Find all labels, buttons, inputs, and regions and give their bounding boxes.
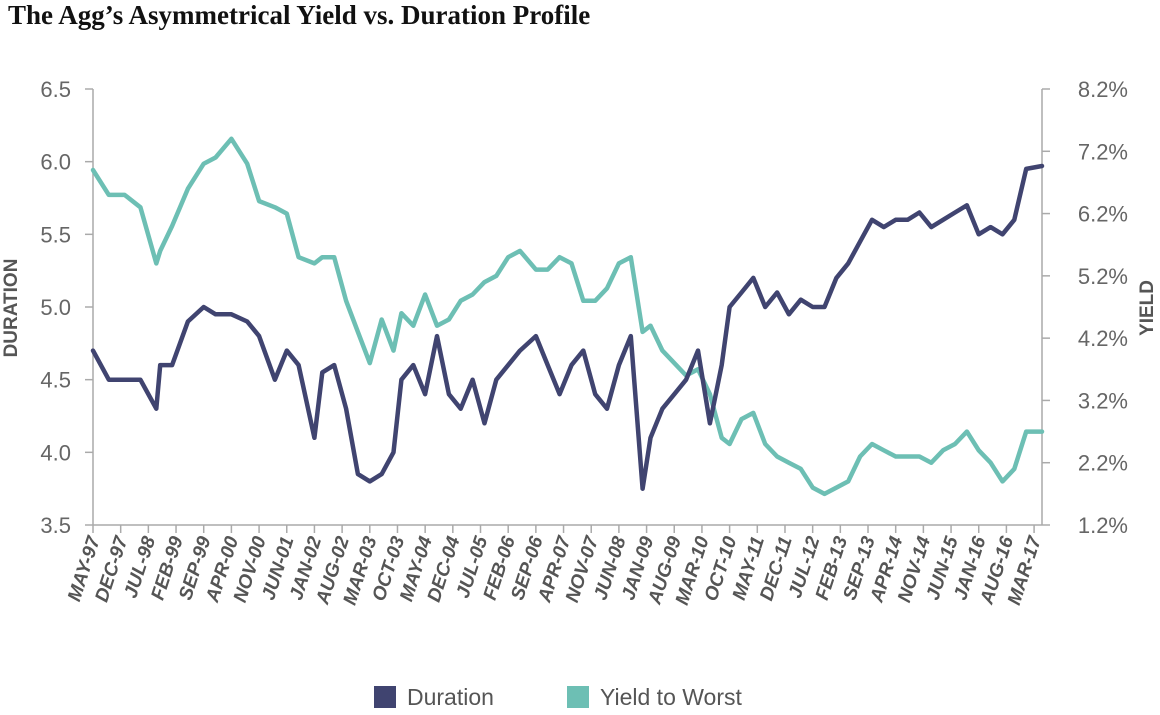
left-axis-title: DURATION (1, 259, 22, 358)
right-tick-label: 8.2% (1078, 77, 1128, 102)
right-axis-title: YIELD (1137, 280, 1158, 336)
right-tick-label: 2.2% (1078, 451, 1128, 476)
duration-line (90, 163, 1045, 491)
right-tick-label: 5.2% (1078, 264, 1128, 289)
left-tick-label: 3.5 (40, 513, 71, 538)
legend-label-yield: Yield to Worst (600, 684, 742, 710)
yield-to-worst-line (90, 136, 1045, 497)
left-axis-ticks: 3.5 4.0 4.5 5.0 5.5 6.0 6.5 (40, 77, 93, 538)
x-axis-ticks: MAY-97DEC-97JUL-98FEB-99SEP-99APR-00NOV-… (64, 525, 1046, 608)
right-tick-label: 3.2% (1078, 388, 1128, 413)
right-tick-label: 4.2% (1078, 326, 1128, 351)
chart-title: The Agg’s Asymmetrical Yield vs. Duratio… (8, 0, 591, 30)
chart-axes (92, 89, 1043, 526)
left-tick-label: 5.0 (40, 295, 71, 320)
left-tick-label: 6.0 (40, 150, 71, 175)
legend-label-duration: Duration (407, 684, 494, 710)
right-tick-label: 6.2% (1078, 202, 1128, 227)
right-tick-label: 1.2% (1078, 513, 1128, 538)
legend-swatch-yield (567, 686, 589, 708)
left-tick-label: 4.5 (40, 368, 71, 393)
legend-swatch-duration (374, 686, 396, 708)
chart-series (90, 136, 1045, 497)
left-tick-label: 4.0 (40, 440, 71, 465)
left-tick-label: 6.5 (40, 77, 71, 102)
right-tick-label: 7.2% (1078, 139, 1128, 164)
chart-legend: Duration Yield to Worst (374, 684, 742, 710)
left-tick-label: 5.5 (40, 222, 71, 247)
right-axis-ticks: 1.2% 2.2% 3.2% 4.2% 5.2% 6.2% 7.2% 8.2% (1042, 77, 1128, 538)
